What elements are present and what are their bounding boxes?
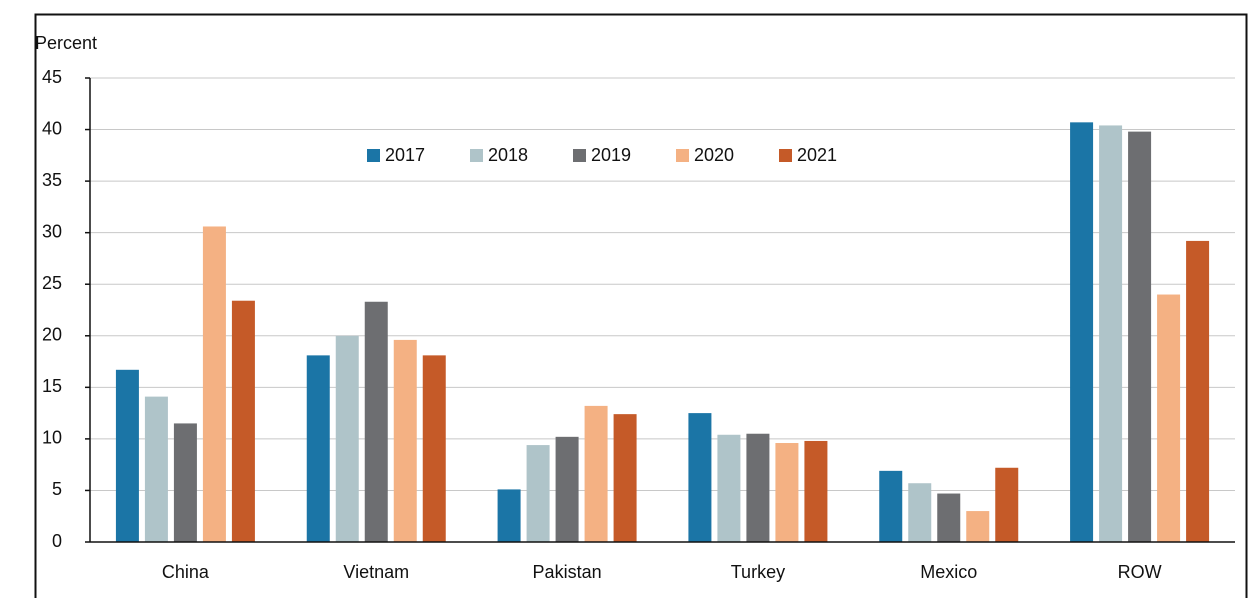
bar — [393, 339, 417, 542]
bar — [1070, 122, 1094, 543]
bar — [306, 355, 330, 542]
bar — [908, 483, 932, 542]
x-tick-label: Vietnam — [343, 562, 409, 582]
bar — [775, 443, 799, 542]
bar — [613, 414, 637, 542]
y-tick-label: 35 — [42, 170, 62, 190]
bar — [688, 413, 712, 542]
legend-swatch — [573, 149, 586, 162]
y-tick-label: 40 — [42, 118, 62, 138]
bar — [584, 405, 608, 542]
bar — [202, 226, 226, 543]
y-tick-label: 15 — [42, 376, 62, 396]
bar — [879, 470, 903, 542]
y-axis-label: Percent — [35, 33, 97, 53]
legend-swatch — [779, 149, 792, 162]
y-tick-label: 20 — [42, 325, 62, 345]
bar — [497, 489, 521, 542]
bar — [144, 396, 168, 542]
bar — [422, 355, 446, 542]
legend-label: 2018 — [488, 145, 528, 165]
x-tick-label: Pakistan — [533, 562, 602, 582]
legend-label: 2017 — [385, 145, 425, 165]
legend-swatch — [676, 149, 689, 162]
legend-swatch — [367, 149, 380, 162]
bar — [804, 440, 828, 542]
bar — [1157, 294, 1181, 542]
bar — [526, 445, 550, 542]
bar — [937, 493, 961, 542]
bar — [555, 436, 579, 542]
legend-label: 2021 — [797, 145, 837, 165]
bar — [966, 511, 990, 542]
y-tick-label: 25 — [42, 273, 62, 293]
x-tick-label: China — [162, 562, 210, 582]
bar — [1186, 240, 1210, 542]
bar — [995, 467, 1019, 542]
bar — [364, 301, 388, 542]
y-tick-label: 10 — [42, 428, 62, 448]
x-tick-label: Turkey — [731, 562, 785, 582]
x-tick-label: Mexico — [920, 562, 977, 582]
bar — [746, 433, 770, 542]
y-tick-label: 5 — [52, 479, 62, 499]
legend-label: 2019 — [591, 145, 631, 165]
bar — [335, 335, 359, 542]
frame — [34, 13, 1248, 598]
bar — [717, 434, 741, 542]
legend-label: 2020 — [694, 145, 734, 165]
y-tick-label: 0 — [52, 531, 62, 551]
bar — [1128, 131, 1152, 542]
bar — [115, 369, 139, 542]
bar — [1099, 125, 1123, 542]
y-tick-label: 45 — [42, 67, 62, 87]
bar — [231, 300, 255, 542]
y-tick-label: 30 — [42, 221, 62, 241]
x-tick-label: ROW — [1118, 562, 1162, 582]
bar — [173, 423, 197, 542]
legend-swatch — [470, 149, 483, 162]
